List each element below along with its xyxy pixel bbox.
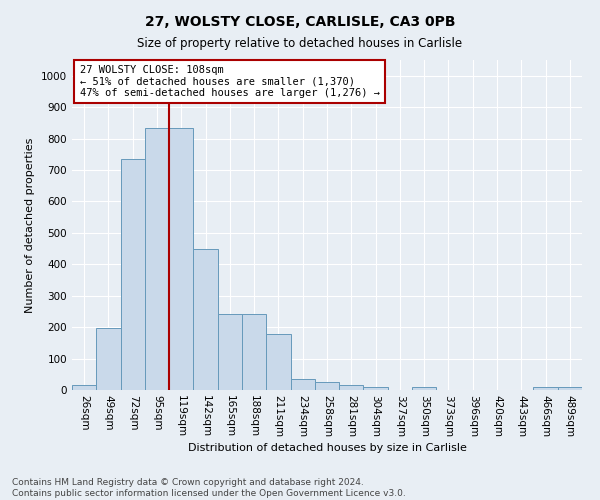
Bar [96,328,121,390]
Bar [193,249,218,390]
Bar [339,386,364,390]
X-axis label: Distribution of detached houses by size in Carlisle: Distribution of detached houses by size … [188,442,466,452]
Bar [364,388,388,390]
Text: Size of property relative to detached houses in Carlisle: Size of property relative to detached ho… [137,38,463,51]
Text: 27 WOLSTY CLOSE: 108sqm
← 51% of detached houses are smaller (1,370)
47% of semi: 27 WOLSTY CLOSE: 108sqm ← 51% of detache… [80,65,380,98]
Bar [412,388,436,390]
Bar [145,128,169,390]
Bar [72,386,96,390]
Bar [290,379,315,390]
Bar [242,314,266,390]
Bar [121,159,145,390]
Text: Contains HM Land Registry data © Crown copyright and database right 2024.
Contai: Contains HM Land Registry data © Crown c… [12,478,406,498]
Bar [266,334,290,390]
Text: 27, WOLSTY CLOSE, CARLISLE, CA3 0PB: 27, WOLSTY CLOSE, CARLISLE, CA3 0PB [145,15,455,29]
Bar [169,128,193,390]
Bar [315,382,339,390]
Bar [558,388,582,390]
Y-axis label: Number of detached properties: Number of detached properties [25,138,35,312]
Bar [533,388,558,390]
Bar [218,314,242,390]
